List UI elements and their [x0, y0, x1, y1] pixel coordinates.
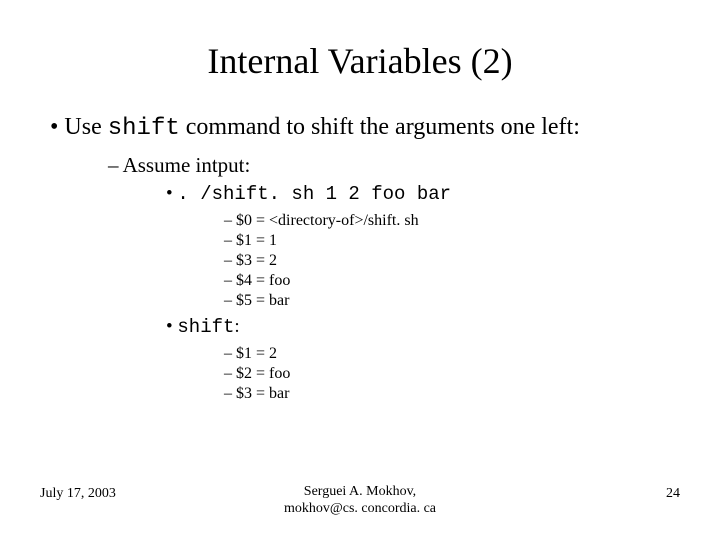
var-line: $5 = bar [224, 291, 680, 311]
code-shift-cmd: shift [177, 316, 234, 338]
footer-page: 24 [666, 486, 680, 502]
code-shift: shift [108, 115, 180, 142]
bullet-list-level3: . /shift. sh 1 2 foo bar $0 = <directory… [166, 182, 680, 404]
var-line: $0 = <directory-of>/shift. sh [224, 211, 680, 231]
author-line1: Serguei A. Mokhov, [304, 484, 416, 499]
footer-author: Serguei A. Mokhov, mokhov@cs. concordia.… [0, 484, 720, 518]
slide: Internal Variables (2) Use shift command… [0, 0, 720, 540]
bullet-assume: Assume intput: . /shift. sh 1 2 foo bar … [108, 152, 680, 404]
bullet-list-level2: Assume intput: . /shift. sh 1 2 foo bar … [108, 152, 680, 404]
text: Use [64, 114, 107, 140]
text: : [234, 316, 239, 337]
bullet-list-level4-after: $1 = 2 $2 = foo $3 = bar [224, 344, 680, 404]
slide-title: Internal Variables (2) [40, 40, 680, 82]
bullet-list-level1: Use shift command to shift the arguments… [50, 112, 680, 404]
bullet-shift: shift: $1 = 2 $2 = foo $3 = bar [166, 315, 680, 404]
text: Assume intput: [123, 153, 251, 177]
var-line: $2 = foo [224, 364, 680, 384]
var-line: $4 = foo [224, 271, 680, 291]
bullet-use-shift: Use shift command to shift the arguments… [50, 112, 680, 404]
text: command to shift the arguments one left: [180, 114, 580, 140]
var-line: $3 = 2 [224, 251, 680, 271]
author-line2: mokhov@cs. concordia. ca [284, 501, 436, 516]
var-line: $3 = bar [224, 384, 680, 404]
bullet-invoke: . /shift. sh 1 2 foo bar $0 = <directory… [166, 182, 680, 311]
bullet-list-level4-before: $0 = <directory-of>/shift. sh $1 = 1 $3 … [224, 211, 680, 311]
var-line: $1 = 1 [224, 231, 680, 251]
var-line: $1 = 2 [224, 344, 680, 364]
code-invoke: . /shift. sh 1 2 foo bar [177, 183, 451, 205]
